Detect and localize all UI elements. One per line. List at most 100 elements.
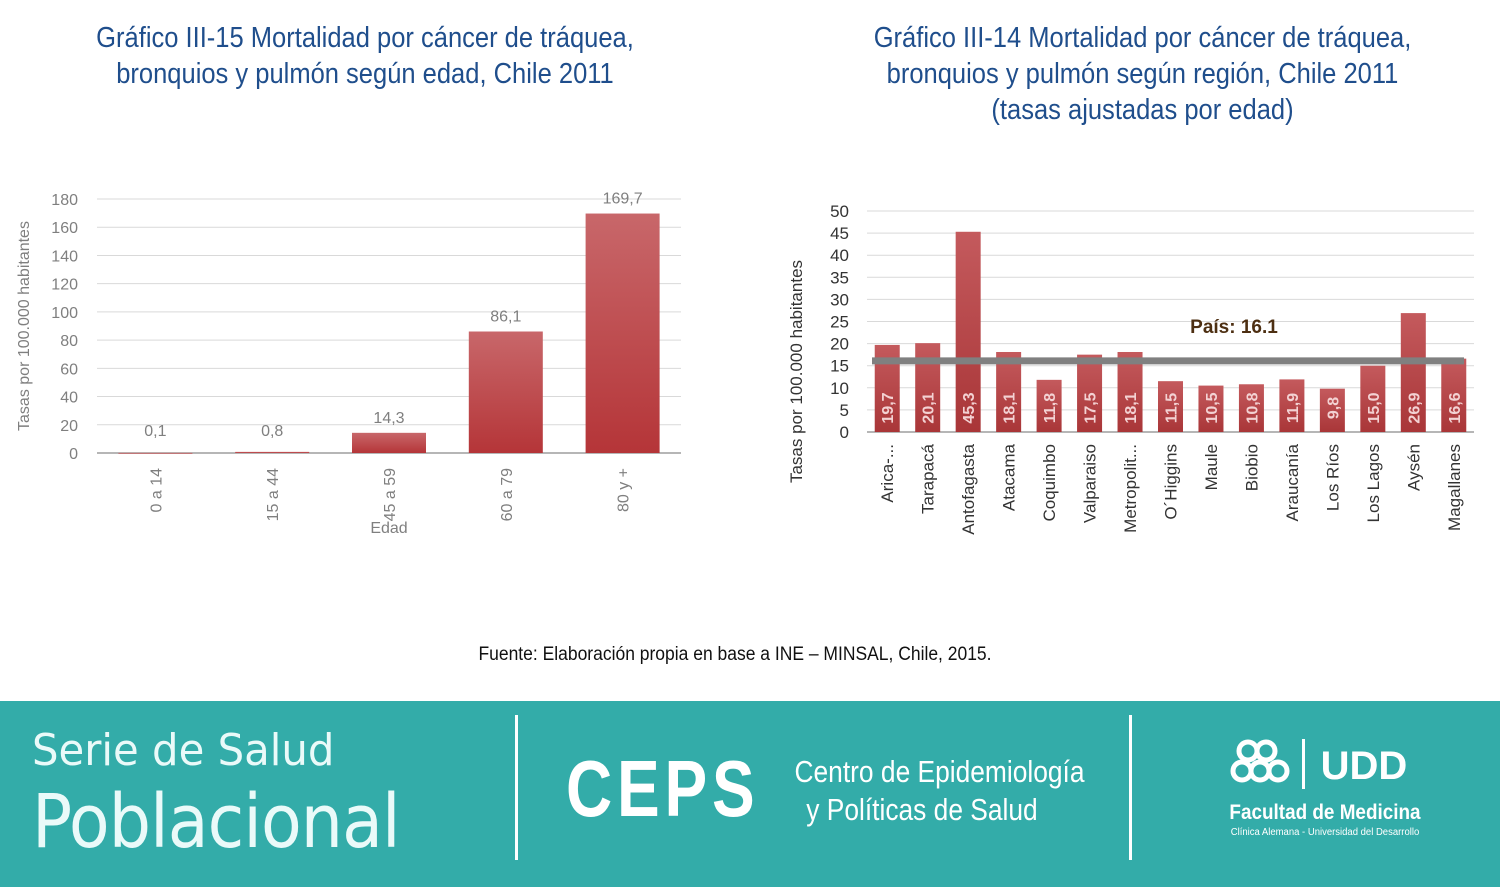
serie-title-line1: Serie de Salud [32,725,335,776]
y-tick-label: 45 [830,224,849,243]
bar [1077,354,1103,432]
ceps-subtitle: Centro de Epidemiología y Políticas de S… [794,753,1085,829]
y-tick-label: 180 [51,192,78,209]
x-tick-label: Los Ríos [1323,444,1342,511]
x-tick-label: Magallanes [1445,444,1464,531]
y-tick-label: 40 [60,390,78,407]
logo-separator [1302,739,1305,789]
bar [1036,379,1062,432]
chart-title-left: Gráfico III-15 Mortalidad por cáncer de … [44,20,686,92]
y-tick-label: 20 [830,335,849,354]
data-label: 17,5 [1083,392,1100,423]
data-label: 0,1 [144,423,166,440]
bar [1158,381,1183,432]
data-label: 0,8 [261,423,283,440]
chart-title-left-line2: bronquios y pulmón según edad, Chile 201… [116,58,614,90]
y-tick-label: 80 [60,333,78,350]
y-tick-label: 35 [830,268,849,287]
bar [352,432,426,453]
y-tick-label: 20 [60,418,78,435]
y-tick-label: 30 [830,290,849,309]
ceps-logo-text: CEPS [566,744,760,833]
x-tick-label: Maule [1202,444,1221,490]
x-tick-label: Aysén [1404,444,1423,491]
x-tick-label: Araucanía [1283,443,1302,521]
y-tick-label: 5 [840,401,849,420]
y-axis-title: Tasas por 100.000 habitantes [16,221,33,431]
clinica-alemana-logo-icon [1230,739,1290,783]
chart-title-right-line3: (tasas ajustadas por edad) [991,94,1294,126]
bar [1319,388,1345,432]
bar [118,452,193,454]
chart-title-right-line2: bronquios y pulmón según región, Chile 2… [886,58,1399,90]
x-tick-label: 45 a 59 [382,468,399,521]
x-tick-label: Atacama [1000,443,1019,511]
x-tick-label: Antofagasta [959,443,978,534]
x-axis-title: Edad [370,520,407,537]
x-tick-label: O´Higgins [1162,444,1181,520]
data-label: 86,1 [490,309,521,326]
x-tick-label: Los Lagos [1364,444,1383,522]
y-tick-label: 15 [830,357,849,376]
udd-logo-text: UDD [1321,745,1408,785]
x-tick-label: Biobio [1242,444,1261,491]
chart-title-left-line1: Gráfico III-15 Mortalidad por cáncer de … [96,22,634,54]
x-tick-label: 0 a 14 [148,468,165,513]
x-tick-label: Tarapacá [919,443,938,513]
data-label: 10,5 [1204,392,1221,423]
ceps-subtitle-line1: Centro de Epidemiología [794,754,1085,789]
data-label: 15,0 [1366,392,1383,423]
y-tick-label: 25 [830,313,849,332]
y-tick-label: 60 [60,361,78,378]
y-tick-label: 40 [830,246,849,265]
bar [1441,358,1467,432]
x-tick-label: 60 a 79 [499,468,516,521]
footer-divider [1129,715,1132,860]
footer-divider [515,715,518,860]
data-label: 9,8 [1325,397,1342,419]
ceps-subtitle-line2: y Políticas de Salud [806,792,1038,827]
bar [1279,379,1305,432]
y-tick-label: 10 [830,379,849,398]
data-label: 11,5 [1164,393,1181,423]
y-axis-title: Tasas por 100.000 habitantes [787,260,806,483]
y-tick-label: 0 [69,446,78,463]
x-tick-label: Coquimbo [1040,444,1059,522]
data-label: 26,9 [1406,392,1423,423]
bar [996,351,1022,432]
y-tick-label: 120 [51,277,78,294]
y-tick-label: 140 [51,248,78,265]
source-note: Fuente: Elaboración propia en base a INE… [478,644,992,665]
data-label: 18,1 [1002,392,1019,423]
bar [1360,365,1386,432]
age-mortality-chart: 0 20 40 60 80 100 120 140 160 180 0,1 0 a 14 0,8 15 a… [16,191,681,537]
data-label: 18,1 [1123,392,1140,423]
x-tick-label: 80 y + [616,468,633,512]
y-tick-label: 160 [51,220,78,237]
data-label: 11,8 [1042,393,1059,423]
y-tick-label: 100 [51,305,78,322]
chart-title-right: Gráfico III-14 Mortalidad por cáncer de … [784,20,1500,128]
bar [955,231,981,432]
x-tick-label: 15 a 44 [265,468,282,521]
serie-title-line2: Poblacional [32,779,401,865]
bar [1198,385,1224,432]
bar [468,331,543,453]
udd-logo-icon: UDD [1321,745,1408,785]
data-label: 11,9 [1285,393,1302,423]
country-average-label: País: 16.1 [1190,317,1278,338]
y-tick-label: 50 [830,202,849,221]
data-label: 19,7 [880,392,897,423]
bar [585,213,660,453]
data-label: 10,8 [1244,392,1261,423]
data-label: 20,1 [921,392,938,423]
footer-banner: Serie de Salud Poblacional CEPS Centro d… [0,701,1500,887]
x-tick-label: Metropolit... [1121,444,1140,533]
x-tick-label: Valparaiso [1081,444,1100,523]
bar [1238,384,1264,432]
chart-title-right-line1: Gráfico III-14 Mortalidad por cáncer de … [873,22,1412,54]
bar [1117,351,1143,432]
data-label: 14,3 [373,410,404,427]
faculty-subtitle: Clínica Alemana - Universidad del Desarr… [1230,827,1420,838]
data-label: 16,6 [1447,392,1464,423]
